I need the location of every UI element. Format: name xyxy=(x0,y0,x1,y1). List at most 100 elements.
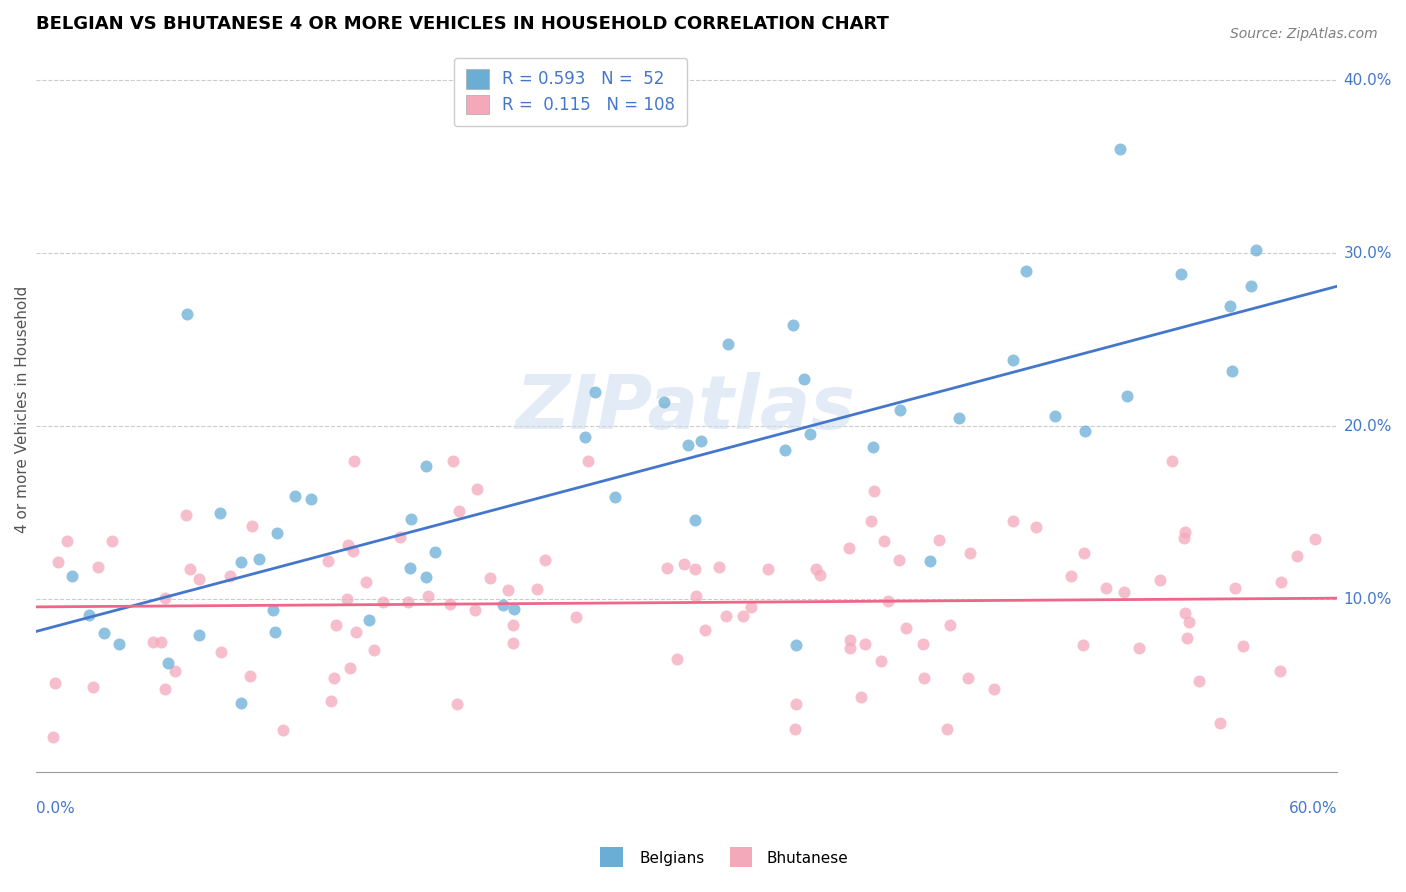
Point xyxy=(565,610,588,624)
Point xyxy=(683,513,706,527)
Point xyxy=(336,591,359,606)
Point xyxy=(502,636,524,650)
Point xyxy=(839,641,862,656)
Point xyxy=(785,638,807,652)
Point xyxy=(1025,520,1047,534)
Point xyxy=(344,625,367,640)
Point xyxy=(849,690,872,704)
Point xyxy=(870,654,893,668)
Text: 20.0%: 20.0% xyxy=(1344,418,1392,434)
Point xyxy=(1232,639,1254,653)
Point xyxy=(93,626,115,640)
Point xyxy=(838,633,860,648)
Point xyxy=(673,558,696,572)
Point xyxy=(398,561,420,575)
Text: ZIPatlas: ZIPatlas xyxy=(516,372,856,445)
Point xyxy=(877,594,900,608)
Point xyxy=(1001,514,1024,528)
Point xyxy=(838,541,860,556)
Point xyxy=(1220,364,1243,378)
Point xyxy=(149,635,172,649)
Point xyxy=(782,318,804,332)
Point xyxy=(1149,573,1171,587)
Point xyxy=(1060,568,1083,582)
Point xyxy=(526,582,548,597)
Point xyxy=(793,372,815,386)
Point xyxy=(229,556,252,570)
Point xyxy=(443,454,465,468)
Point xyxy=(46,555,69,569)
Point xyxy=(87,560,110,574)
Point xyxy=(496,583,519,598)
Point xyxy=(683,562,706,576)
Point xyxy=(731,609,754,624)
Text: 10.0%: 10.0% xyxy=(1344,591,1392,607)
Point xyxy=(425,545,447,559)
Point xyxy=(239,669,262,683)
Point xyxy=(896,621,918,635)
Point xyxy=(446,697,468,711)
Point xyxy=(153,681,176,696)
Text: BELGIAN VS BHUTANESE 4 OR MORE VEHICLES IN HOUSEHOLD CORRELATION CHART: BELGIAN VS BHUTANESE 4 OR MORE VEHICLES … xyxy=(35,15,889,33)
Point xyxy=(284,489,307,503)
Point xyxy=(339,661,361,675)
Point xyxy=(1174,607,1197,621)
Point xyxy=(756,562,779,576)
Point xyxy=(783,722,806,736)
Point xyxy=(1015,264,1038,278)
Point xyxy=(853,637,876,651)
Point xyxy=(1175,631,1198,645)
Point xyxy=(396,595,419,609)
Point xyxy=(363,643,385,657)
Point xyxy=(935,722,957,736)
Point xyxy=(176,307,198,321)
Point xyxy=(342,454,364,468)
Point xyxy=(354,574,377,589)
Point xyxy=(157,656,180,670)
Point xyxy=(676,437,699,451)
Point xyxy=(60,569,83,583)
Point xyxy=(1305,532,1327,546)
Text: 0.0%: 0.0% xyxy=(35,801,75,816)
Point xyxy=(576,454,599,468)
Point xyxy=(262,603,284,617)
Point xyxy=(271,723,294,738)
Text: 30.0%: 30.0% xyxy=(1344,245,1392,260)
Point xyxy=(371,595,394,609)
Point xyxy=(174,508,197,523)
Point xyxy=(79,608,101,623)
Point xyxy=(1244,243,1267,257)
Point xyxy=(165,664,187,678)
Point xyxy=(652,394,675,409)
Point xyxy=(299,492,322,507)
Point xyxy=(959,546,981,560)
Point xyxy=(492,598,515,612)
Point xyxy=(439,598,461,612)
Point xyxy=(179,562,201,576)
Text: Source: ZipAtlas.com: Source: ZipAtlas.com xyxy=(1230,27,1378,41)
Point xyxy=(862,483,884,498)
Point xyxy=(690,434,713,449)
Point xyxy=(56,534,79,549)
Point xyxy=(1073,638,1095,652)
Point xyxy=(229,696,252,710)
Point xyxy=(716,608,738,623)
Point xyxy=(319,694,342,708)
Text: 40.0%: 40.0% xyxy=(1344,73,1392,87)
Point xyxy=(1270,575,1292,590)
Point xyxy=(449,504,471,518)
Point xyxy=(142,635,165,649)
Point xyxy=(948,411,970,425)
Point xyxy=(1219,299,1241,313)
Point xyxy=(1128,641,1150,656)
Point xyxy=(187,572,209,586)
Point xyxy=(42,731,65,745)
Point xyxy=(266,525,288,540)
Point xyxy=(418,589,440,603)
Point xyxy=(187,628,209,642)
Point xyxy=(502,617,524,632)
Point xyxy=(918,554,941,568)
Point xyxy=(574,430,596,444)
Point xyxy=(693,623,716,637)
Point xyxy=(247,552,270,566)
